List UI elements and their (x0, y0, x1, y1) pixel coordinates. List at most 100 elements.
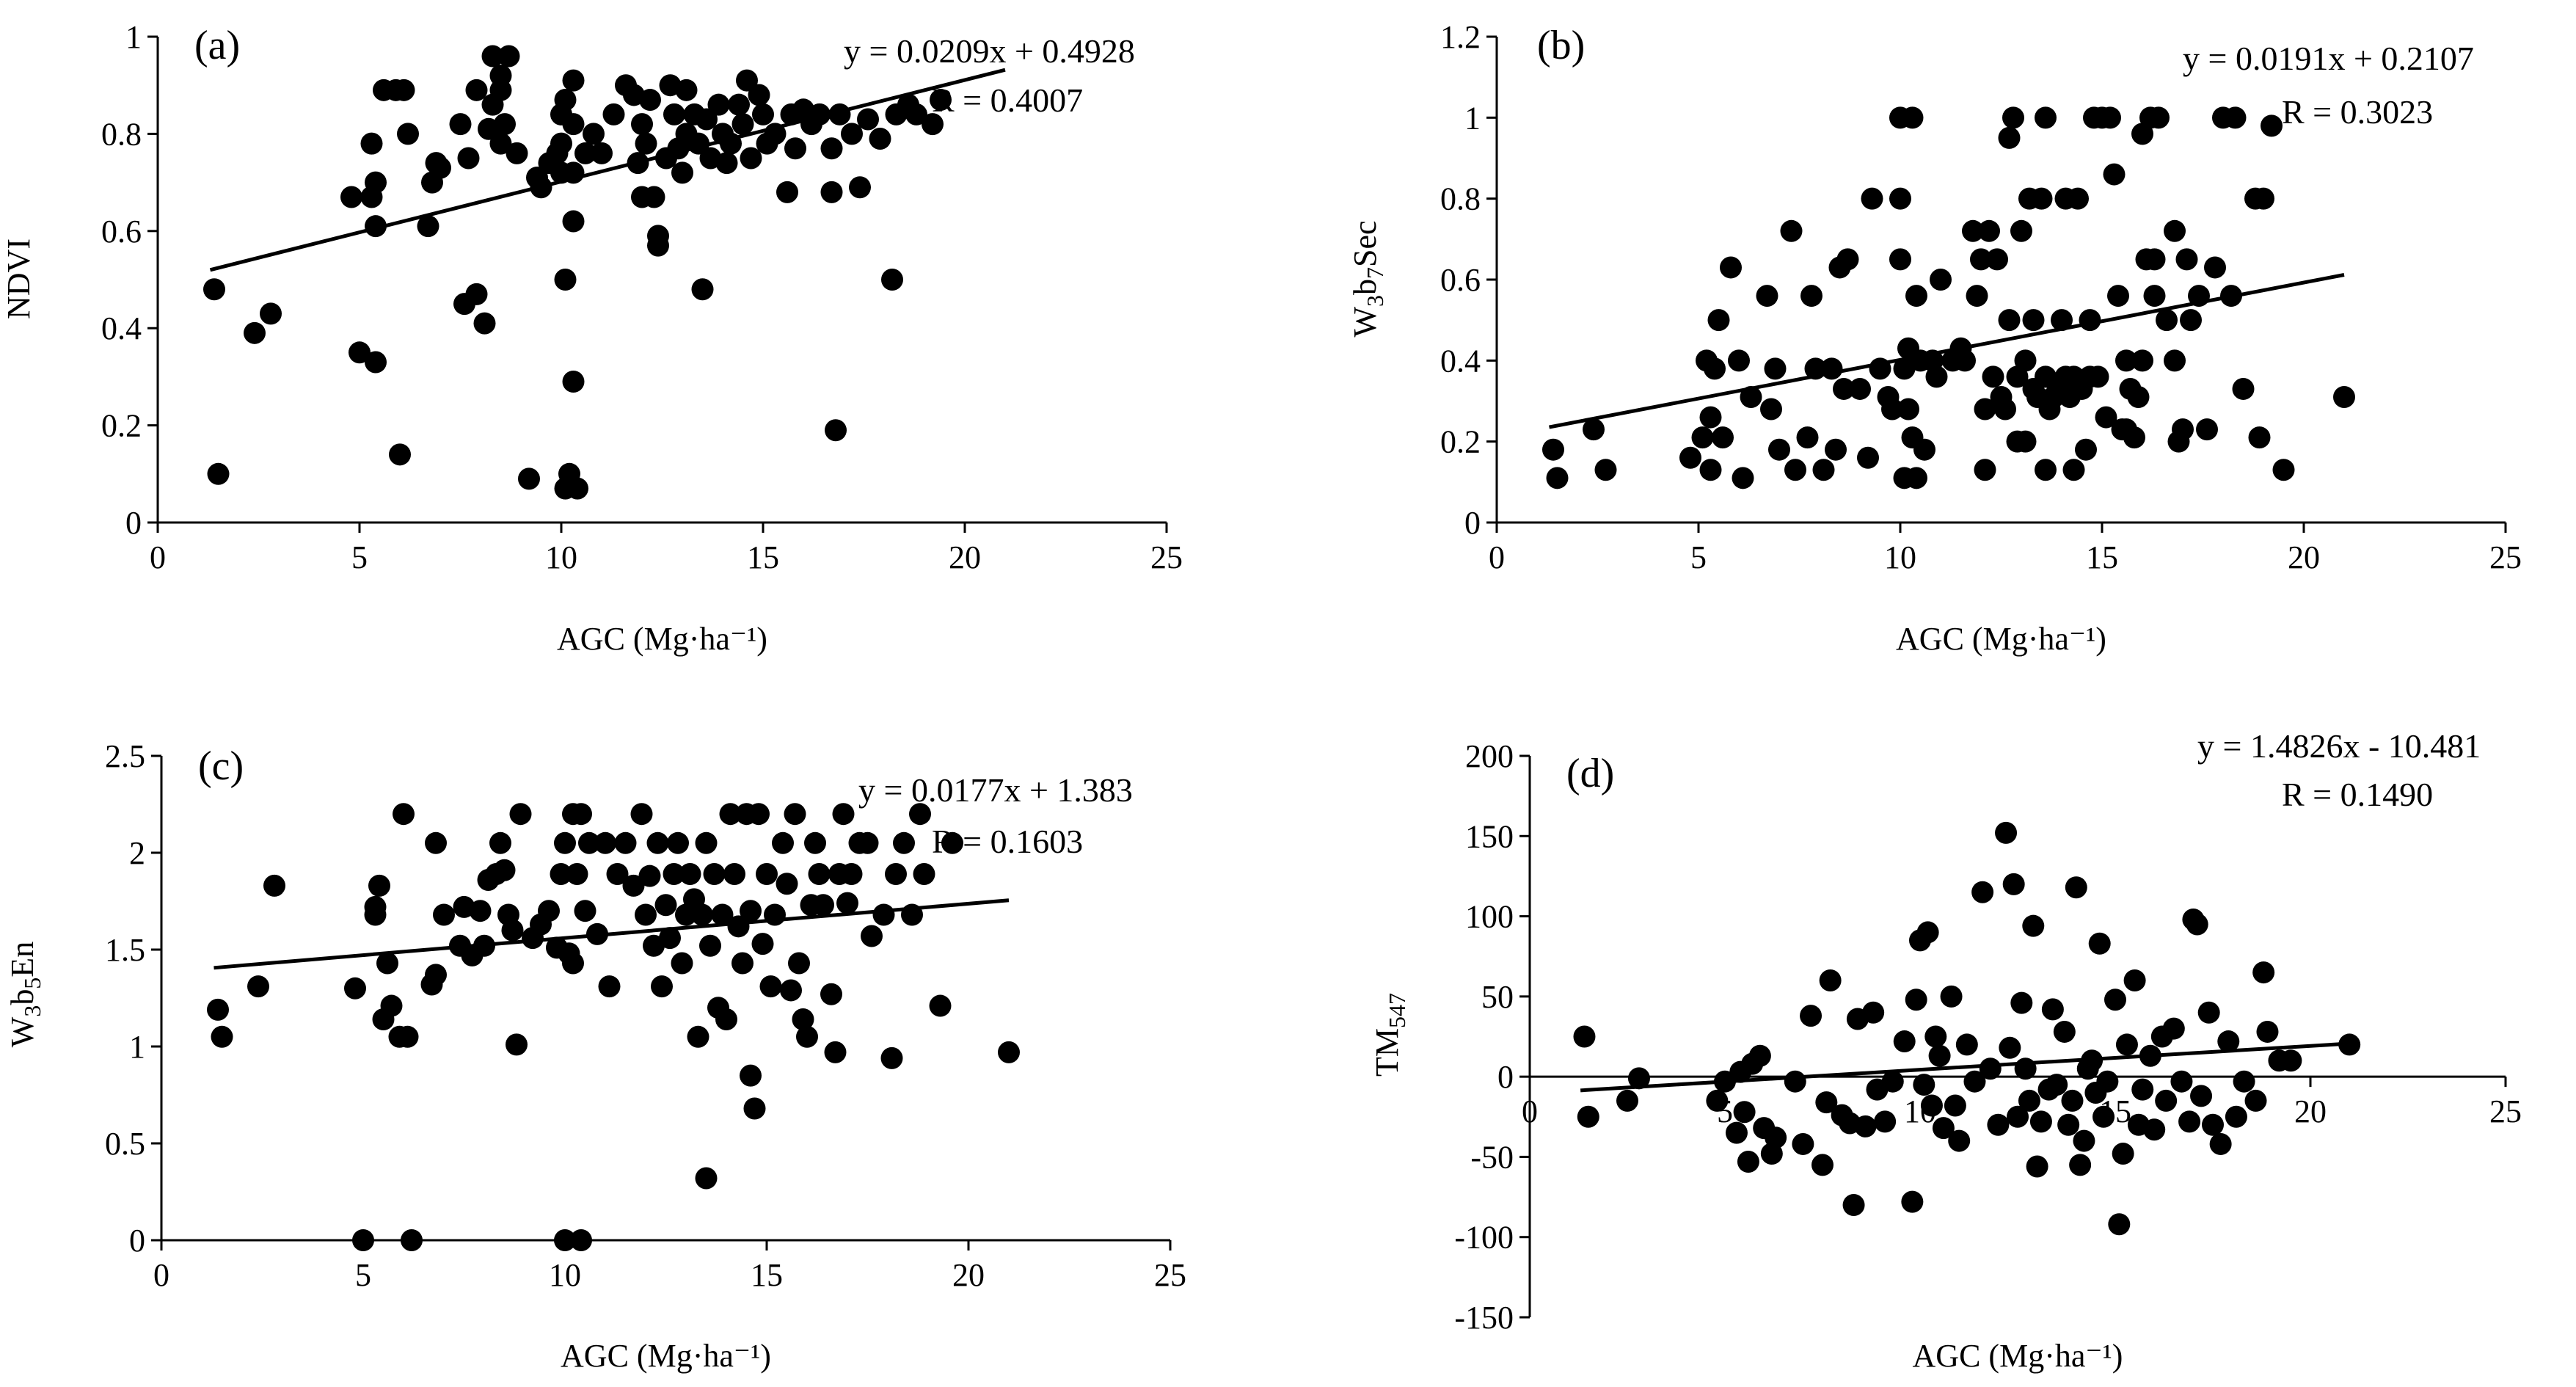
data-point (364, 903, 387, 926)
data-point (583, 123, 605, 145)
panel-label: (d) (1566, 751, 1614, 796)
data-point (2099, 106, 2121, 129)
data-point (869, 128, 891, 150)
regression-equation: y = 0.0177x + 1.383 (858, 771, 1133, 809)
data-point (679, 863, 701, 886)
data-point (594, 831, 616, 854)
data-point (393, 803, 415, 826)
data-point (207, 462, 230, 485)
data-point (2104, 989, 2126, 1011)
data-point (1962, 219, 1984, 242)
data-point (748, 84, 770, 106)
data-point (756, 863, 778, 886)
x-axis-title: AGC (Mg·ha⁻¹) (1913, 1338, 2123, 1374)
x-tick-label: 15 (2086, 539, 2118, 575)
data-point (695, 831, 718, 854)
regression-equation: y = 0.0209x + 0.4928 (844, 32, 1135, 70)
data-point (825, 419, 847, 442)
data-point (1925, 365, 1948, 388)
data-point (1963, 1070, 1986, 1093)
data-point (211, 1025, 233, 1048)
data-point (554, 89, 577, 112)
data-point (244, 321, 266, 344)
data-point (1920, 1094, 1943, 1117)
y-tick-label: 1 (125, 19, 142, 55)
data-point (922, 113, 944, 136)
data-point (671, 952, 693, 975)
data-point (1995, 821, 2018, 844)
data-point (2092, 1105, 2115, 1128)
data-point (566, 477, 588, 500)
data-point (743, 1097, 766, 1120)
data-point (671, 161, 693, 184)
data-point (663, 103, 685, 125)
data-point (2143, 285, 2166, 307)
data-point (396, 1025, 419, 1048)
data-point (263, 874, 285, 897)
data-point (659, 927, 681, 950)
data-point (2233, 1070, 2255, 1093)
data-point (591, 142, 613, 164)
data-point (699, 934, 721, 957)
data-point (751, 933, 774, 955)
data-point (469, 900, 492, 922)
data-point (1679, 446, 1701, 469)
data-point (812, 894, 834, 917)
data-point (393, 79, 415, 101)
data-point (554, 831, 576, 854)
data-point (1857, 446, 1879, 469)
data-point (731, 113, 754, 136)
y-axis-title: NDVI (1, 239, 37, 319)
data-point (856, 831, 879, 854)
data-point (340, 186, 362, 208)
x-tick-label: 25 (2489, 539, 2522, 575)
data-point (2272, 459, 2295, 481)
data-point (1720, 256, 1742, 279)
y-tick-label: 0.6 (1440, 262, 1481, 298)
data-point (1955, 1033, 1978, 1056)
data-point (929, 994, 952, 1017)
x-tick-label: 0 (153, 1257, 169, 1293)
data-point (1978, 219, 2000, 242)
data-point (2131, 349, 2153, 372)
data-point (614, 831, 637, 854)
data-point (2057, 1113, 2080, 1136)
data-point (1916, 921, 1939, 944)
data-point (2196, 418, 2218, 441)
data-point (473, 312, 496, 335)
data-point (2107, 285, 2129, 307)
x-axis-title: AGC (Mg·ha⁻¹) (561, 1338, 771, 1374)
data-point (1573, 1025, 1596, 1048)
data-point (376, 952, 398, 975)
data-point (736, 69, 758, 92)
data-point (2046, 1074, 2068, 1096)
data-point (1966, 285, 1988, 307)
data-point (2014, 349, 2037, 372)
data-point (1881, 398, 1903, 421)
data-point (509, 803, 532, 826)
y-tick-label: 0.2 (1440, 424, 1481, 460)
data-point (675, 79, 698, 101)
y-tick-label: 150 (1465, 818, 1514, 854)
x-tick-label: 15 (751, 1257, 783, 1293)
y-tick-label: 0.5 (105, 1126, 145, 1162)
data-point (2022, 914, 2045, 937)
data-point (1699, 459, 1722, 481)
data-point (2029, 1110, 2052, 1133)
data-point (885, 863, 907, 886)
data-point (2067, 187, 2089, 210)
data-point (1542, 438, 1564, 461)
y-tick-label: 1 (129, 1029, 145, 1065)
y-tick-label: 0 (129, 1223, 145, 1259)
data-point (1704, 357, 1726, 380)
data-point (1765, 1126, 1787, 1149)
data-point (2062, 459, 2085, 481)
data-point (913, 863, 935, 886)
data-point (651, 975, 673, 998)
data-point (2248, 426, 2271, 449)
data-point (2096, 1070, 2119, 1093)
data-point (1706, 1089, 1729, 1112)
data-point (349, 341, 371, 364)
data-point (909, 803, 931, 826)
